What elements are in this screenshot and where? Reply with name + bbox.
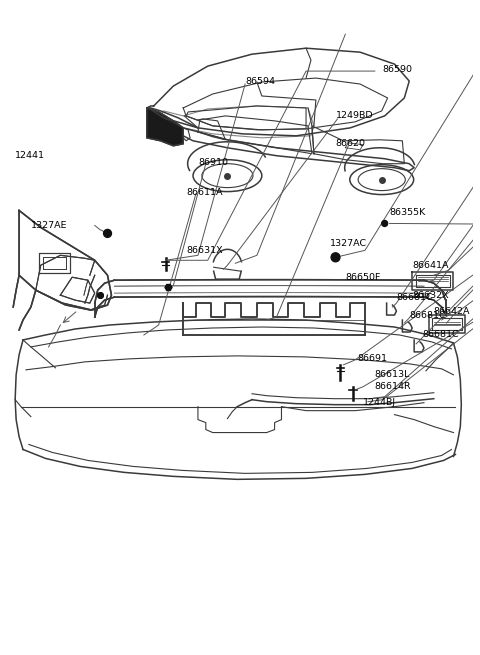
Text: 86681C: 86681C xyxy=(422,331,458,339)
Text: 86632X: 86632X xyxy=(412,291,449,299)
Text: 86355K: 86355K xyxy=(390,208,426,217)
Text: 86681C: 86681C xyxy=(396,293,433,302)
Text: 86631X: 86631X xyxy=(186,246,223,255)
Text: 1244BJ: 1244BJ xyxy=(363,398,396,407)
Circle shape xyxy=(382,221,388,227)
Text: 86611A: 86611A xyxy=(186,188,223,197)
Circle shape xyxy=(104,229,111,237)
Text: 12441: 12441 xyxy=(15,151,45,160)
Text: 86681C: 86681C xyxy=(409,310,446,320)
Text: 86641A: 86641A xyxy=(412,261,449,270)
Text: 86620: 86620 xyxy=(336,140,366,148)
Text: 86594: 86594 xyxy=(245,77,275,86)
Text: 86614R: 86614R xyxy=(375,383,411,391)
Text: 1327AE: 1327AE xyxy=(31,221,67,230)
Text: 86642A: 86642A xyxy=(434,307,470,316)
Text: 1327AC: 1327AC xyxy=(330,239,367,248)
Text: 86910: 86910 xyxy=(198,159,228,167)
Text: 86650F: 86650F xyxy=(345,272,381,282)
Text: 86691: 86691 xyxy=(357,354,387,364)
Text: 86590: 86590 xyxy=(383,65,413,73)
Circle shape xyxy=(331,253,340,262)
Text: 1249BD: 1249BD xyxy=(336,111,373,121)
Polygon shape xyxy=(147,108,183,146)
Text: 86613L: 86613L xyxy=(375,370,410,379)
